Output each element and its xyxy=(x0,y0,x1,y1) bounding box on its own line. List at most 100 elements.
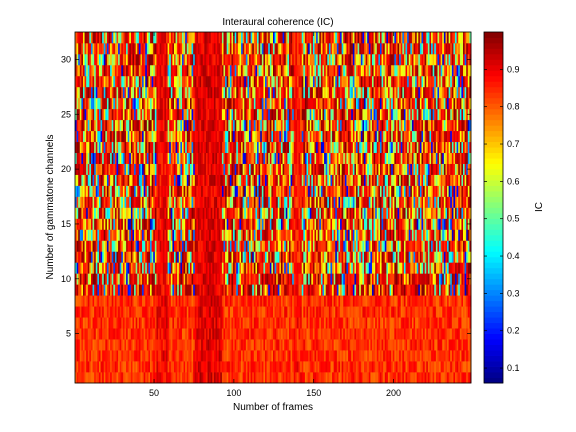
heatmap-cell xyxy=(199,108,202,121)
heatmap-cell xyxy=(233,32,236,44)
heatmap-cell xyxy=(98,350,101,362)
heatmap-cell xyxy=(204,174,207,186)
heatmap-cell xyxy=(94,86,97,99)
heatmap-cell xyxy=(257,262,259,274)
heatmap-cell xyxy=(247,141,250,154)
heatmap-cell xyxy=(202,53,205,66)
heatmap-cell xyxy=(288,64,291,77)
heatmap-cell xyxy=(178,42,181,55)
heatmap-cell xyxy=(258,119,261,132)
heatmap-cell xyxy=(150,295,152,307)
heatmap-cell xyxy=(308,284,311,296)
heatmap-cell xyxy=(79,339,82,351)
heatmap-cell xyxy=(276,229,279,241)
heatmap-cell xyxy=(273,372,275,384)
heatmap-cell xyxy=(84,361,87,373)
heatmap-cell xyxy=(194,240,197,252)
heatmap-cell xyxy=(151,32,154,44)
heatmap-cell xyxy=(231,317,234,329)
heatmap-cell xyxy=(244,141,247,154)
heatmap-cell xyxy=(108,262,111,274)
heatmap-cell xyxy=(111,273,114,285)
heatmap-cell xyxy=(92,295,95,307)
heatmap-cell xyxy=(172,284,175,296)
heatmap-cell xyxy=(241,218,244,230)
heatmap-cell xyxy=(82,108,85,121)
heatmap-cell xyxy=(199,207,202,219)
heatmap-cell xyxy=(108,339,111,351)
heatmap-cell xyxy=(114,196,117,208)
heatmap-cell xyxy=(79,174,82,186)
heatmap-cell xyxy=(271,108,274,121)
heatmap-cell xyxy=(304,185,307,197)
heatmap-cell xyxy=(194,196,197,208)
heatmap-cell xyxy=(231,207,234,219)
heatmap-cell xyxy=(172,152,175,164)
heatmap-cell xyxy=(174,163,176,175)
heatmap-cell xyxy=(233,295,236,307)
heatmap-cell xyxy=(296,86,299,99)
heatmap-cell xyxy=(320,196,323,208)
heatmap-cell xyxy=(100,262,103,274)
heatmap-cell xyxy=(79,32,82,44)
heatmap-cell xyxy=(277,350,280,362)
heatmap-cell xyxy=(189,163,192,175)
heatmap-cell xyxy=(129,64,132,77)
heatmap-cell xyxy=(322,64,325,77)
heatmap-cell xyxy=(180,251,183,263)
heatmap-cell xyxy=(132,174,135,186)
heatmap-cell xyxy=(172,64,175,77)
heatmap-cell xyxy=(229,328,232,340)
heatmap-cell xyxy=(143,306,146,318)
heatmap-cell xyxy=(274,185,277,197)
heatmap-cell xyxy=(156,130,159,143)
heatmap-cell xyxy=(140,119,143,132)
heatmap-cell xyxy=(285,295,288,307)
heatmap-cell xyxy=(90,350,93,362)
heatmap-cell xyxy=(292,251,295,263)
heatmap-cell xyxy=(87,240,90,252)
heatmap-cell xyxy=(223,240,226,252)
heatmap-cell xyxy=(233,108,236,121)
heatmap-cell xyxy=(98,130,101,143)
heatmap-cell xyxy=(90,64,93,77)
heatmap-cell xyxy=(255,240,258,252)
heatmap-cell xyxy=(212,42,215,55)
heatmap-cell xyxy=(228,119,231,132)
heatmap-cell xyxy=(197,152,200,164)
heatmap-cell xyxy=(127,86,130,99)
heatmap-cell xyxy=(276,207,279,219)
heatmap-cell xyxy=(124,75,127,88)
heatmap-cell xyxy=(78,295,81,307)
heatmap-cell xyxy=(247,262,250,274)
heatmap-cell xyxy=(178,361,181,373)
heatmap-cell xyxy=(175,273,178,285)
heatmap-cell xyxy=(296,339,299,351)
heatmap-cell xyxy=(166,229,168,241)
heatmap-cell xyxy=(263,32,266,44)
heatmap-cell xyxy=(292,306,295,318)
heatmap-cell xyxy=(199,339,202,351)
heatmap-cell xyxy=(188,163,191,175)
heatmap-cell xyxy=(220,251,223,263)
heatmap-cell xyxy=(287,262,290,274)
heatmap-cell xyxy=(285,361,288,373)
heatmap-cell xyxy=(205,361,208,373)
heatmap-cell xyxy=(269,75,272,88)
heatmap-cell xyxy=(226,218,229,230)
heatmap-cell xyxy=(150,185,152,197)
heatmap-cell xyxy=(292,75,295,88)
heatmap-cell xyxy=(170,75,173,88)
heatmap-cell xyxy=(189,273,192,285)
heatmap-cell xyxy=(87,251,90,263)
heatmap-cell xyxy=(285,141,288,154)
heatmap-cell xyxy=(265,306,267,318)
heatmap-cell xyxy=(108,152,111,164)
heatmap-cell xyxy=(145,339,148,351)
heatmap-cell xyxy=(261,361,264,373)
heatmap-cell xyxy=(288,350,291,362)
heatmap-cell xyxy=(201,207,204,219)
heatmap-cell xyxy=(92,64,95,77)
heatmap-cell xyxy=(178,372,181,384)
heatmap-cell xyxy=(233,273,236,285)
